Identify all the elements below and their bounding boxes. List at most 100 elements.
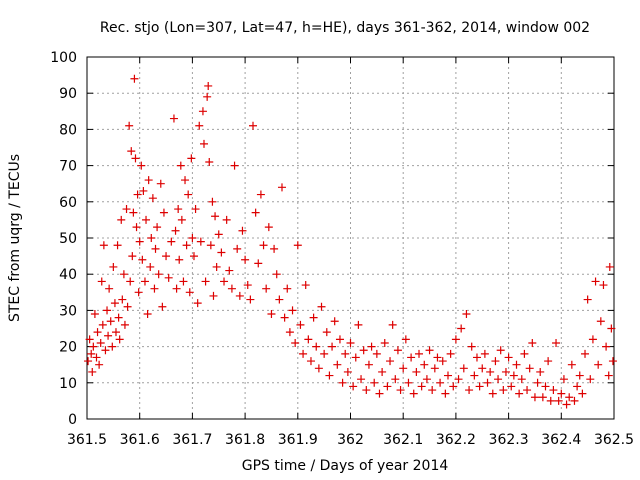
y-tick-label: 50 xyxy=(59,231,77,247)
data-point xyxy=(322,328,331,337)
data-point xyxy=(562,400,571,409)
data-point xyxy=(530,393,539,402)
data-point xyxy=(412,367,421,376)
data-point xyxy=(596,317,605,326)
x-tick-label: 362.2 xyxy=(436,432,476,448)
data-point xyxy=(425,346,434,355)
data-point xyxy=(88,367,97,376)
data-point xyxy=(438,357,447,366)
data-point xyxy=(132,223,141,232)
data-point xyxy=(211,212,220,221)
data-point xyxy=(341,349,350,358)
data-point xyxy=(198,107,207,116)
data-point xyxy=(185,288,194,297)
data-point xyxy=(277,183,286,192)
data-point xyxy=(164,273,173,282)
data-point xyxy=(127,147,136,156)
data-point xyxy=(367,342,376,351)
data-point xyxy=(151,244,160,253)
x-tick-label: 362 xyxy=(337,432,364,448)
data-point xyxy=(375,389,384,398)
data-point xyxy=(417,382,426,391)
y-axis-label: STEC from uqrg / TECUs xyxy=(7,154,23,322)
data-point xyxy=(196,237,205,246)
data-point xyxy=(174,205,183,214)
data-point xyxy=(333,360,342,369)
data-point xyxy=(101,346,110,355)
data-point xyxy=(499,386,508,395)
data-point xyxy=(320,349,329,358)
data-point xyxy=(538,393,547,402)
data-point xyxy=(488,389,497,398)
data-point xyxy=(122,205,131,214)
data-point xyxy=(134,288,143,297)
data-point xyxy=(335,335,344,344)
data-point xyxy=(156,179,165,188)
data-point xyxy=(114,313,123,322)
data-point xyxy=(209,291,218,300)
data-point xyxy=(203,92,212,101)
data-point xyxy=(193,299,202,308)
data-point xyxy=(480,349,489,358)
data-point xyxy=(388,320,397,329)
data-point xyxy=(133,190,142,199)
data-point xyxy=(128,252,137,261)
x-tick-label: 361.8 xyxy=(225,432,265,448)
data-point xyxy=(586,375,595,384)
data-point xyxy=(401,335,410,344)
data-point xyxy=(162,252,171,261)
data-point xyxy=(583,295,592,304)
data-point xyxy=(189,252,198,261)
data-point xyxy=(293,241,302,250)
data-point xyxy=(351,353,360,362)
data-point xyxy=(325,371,334,380)
data-point xyxy=(483,378,492,387)
data-point xyxy=(153,223,162,232)
data-point xyxy=(565,393,574,402)
data-point xyxy=(120,320,129,329)
data-point xyxy=(608,357,617,366)
data-point xyxy=(433,353,442,362)
data-point xyxy=(99,241,108,250)
x-tick-label: 362.5 xyxy=(594,432,634,448)
data-point xyxy=(317,302,326,311)
data-point xyxy=(246,295,255,304)
data-point xyxy=(446,349,455,358)
data-point xyxy=(96,338,105,347)
data-point xyxy=(159,208,168,217)
x-tick-label: 362.3 xyxy=(489,432,529,448)
data-point xyxy=(249,121,258,130)
data-point xyxy=(588,335,597,344)
data-point xyxy=(187,154,196,163)
data-point xyxy=(557,389,566,398)
data-point xyxy=(139,186,148,195)
data-point xyxy=(533,378,542,387)
data-point xyxy=(309,313,318,322)
data-point xyxy=(494,375,503,384)
data-point xyxy=(179,277,188,286)
data-point xyxy=(520,349,529,358)
data-point xyxy=(386,357,395,366)
data-point xyxy=(528,338,537,347)
data-point xyxy=(396,386,405,395)
data-point xyxy=(486,367,495,376)
data-point xyxy=(343,367,352,376)
data-point xyxy=(267,310,276,319)
data-point xyxy=(254,259,263,268)
x-tick-label: 362.1 xyxy=(383,432,423,448)
y-tick-label: 0 xyxy=(68,412,77,428)
data-point xyxy=(104,331,113,340)
data-point xyxy=(575,371,584,380)
data-point xyxy=(443,371,452,380)
data-point xyxy=(523,386,532,395)
data-point xyxy=(449,382,458,391)
data-point xyxy=(220,277,229,286)
data-point xyxy=(217,248,226,257)
data-point xyxy=(87,349,96,358)
data-point xyxy=(430,364,439,373)
data-point xyxy=(262,284,271,293)
data-point xyxy=(491,357,500,366)
data-point xyxy=(144,176,153,185)
data-point xyxy=(509,371,518,380)
